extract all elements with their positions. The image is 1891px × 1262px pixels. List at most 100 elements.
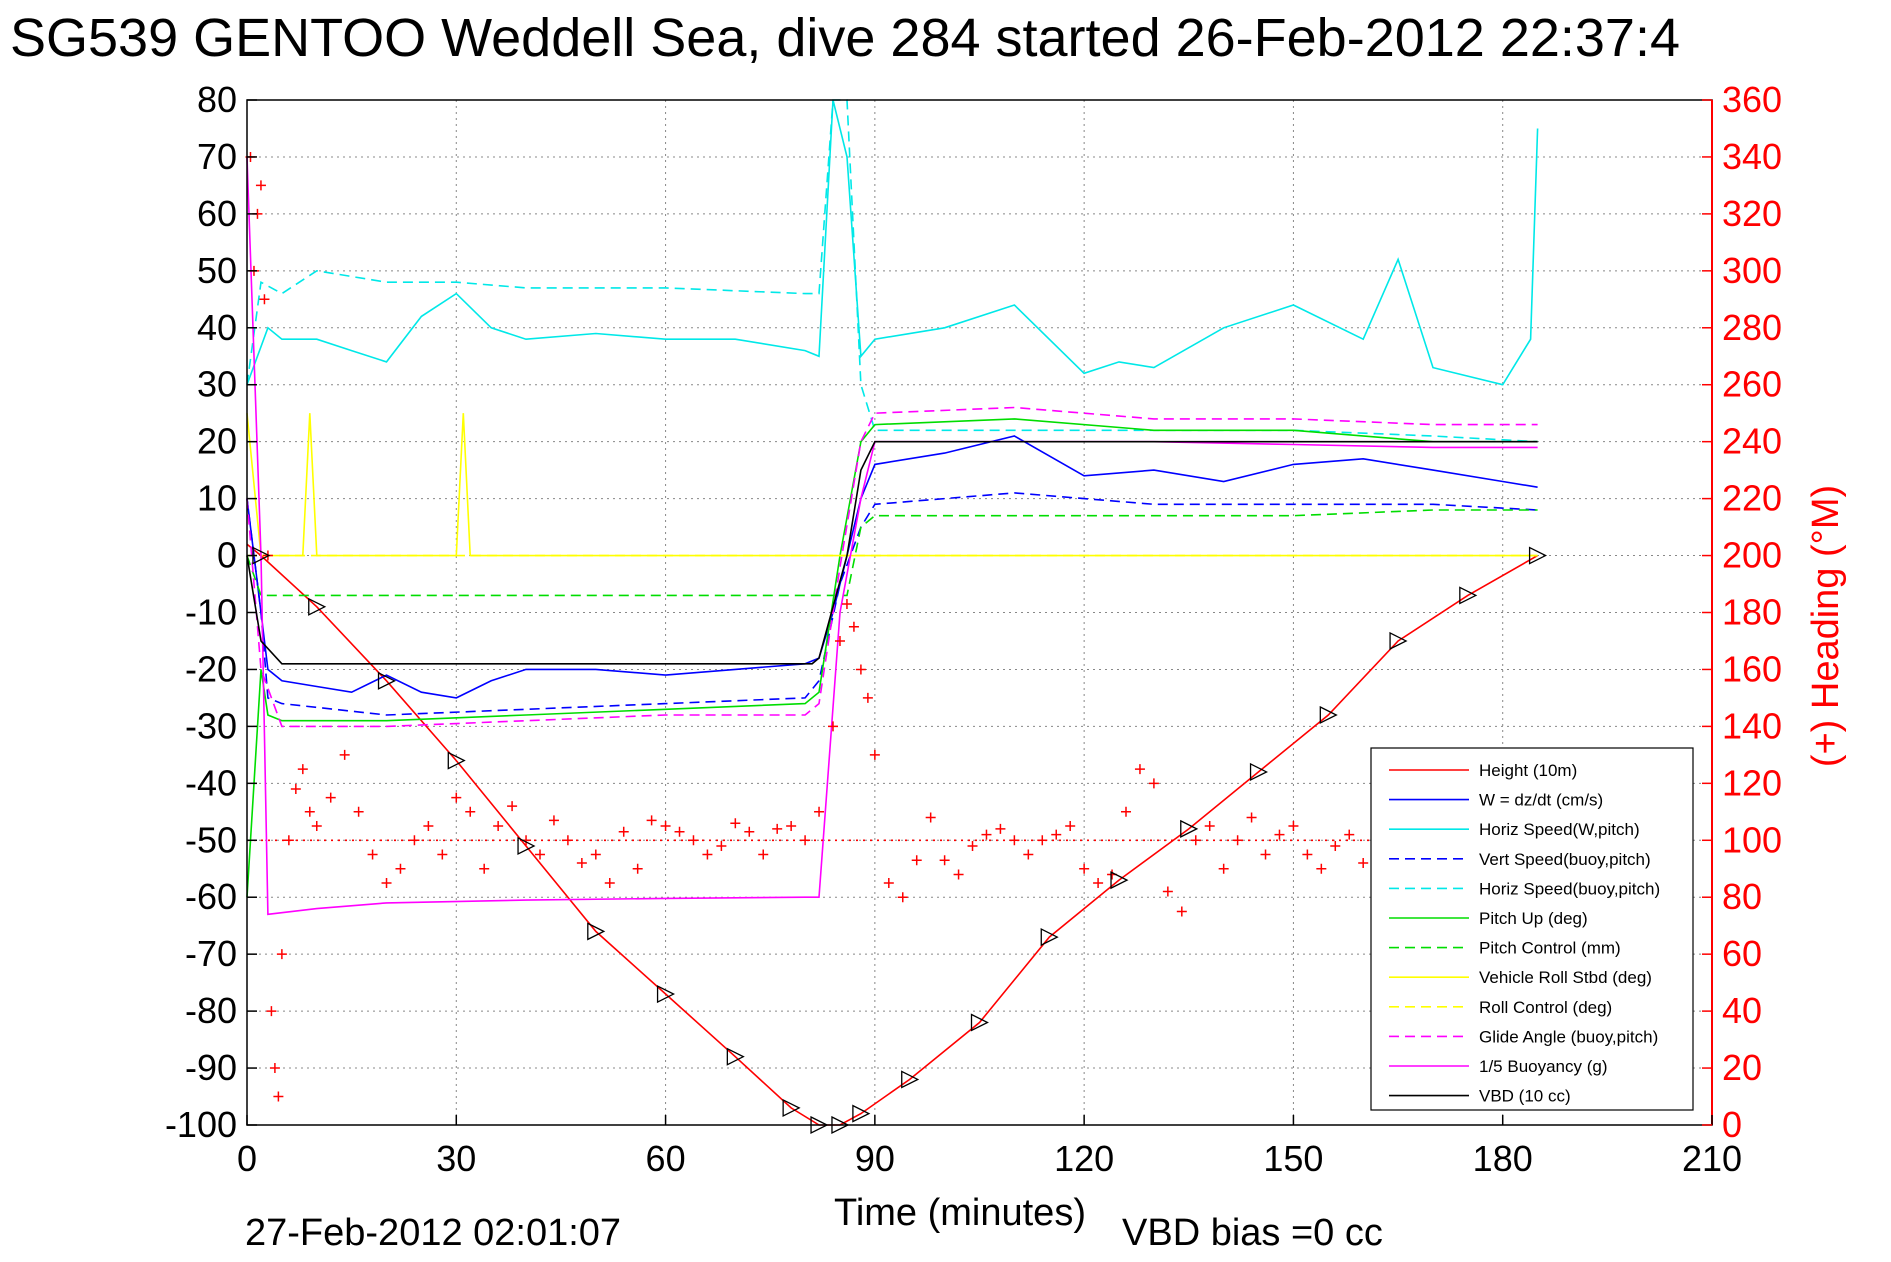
heading-marker — [1176, 906, 1187, 917]
y-left-tick-label: -100 — [165, 1104, 237, 1145]
y-right-tick-label: 220 — [1722, 478, 1782, 519]
heading-marker — [862, 692, 873, 703]
series-pitch-control-mm — [246, 509, 1538, 597]
series-line — [246, 440, 1538, 665]
series-line — [246, 406, 1538, 728]
series-glide-angle-buoy-pitch — [246, 406, 1538, 728]
y-left-tick-label: 60 — [197, 193, 237, 234]
heading-marker — [493, 821, 504, 832]
heading-marker — [716, 840, 727, 851]
y-right-tick-label: 280 — [1722, 307, 1782, 348]
heading-marker — [1204, 821, 1215, 832]
heading-marker — [409, 835, 420, 846]
y-right-tick-label: 140 — [1722, 705, 1782, 746]
legend-label: Horiz Speed(W,pitch) — [1479, 820, 1640, 839]
heading-marker — [814, 806, 825, 817]
heading-marker — [1079, 863, 1090, 874]
height-triangle-marker — [1389, 631, 1408, 651]
footer-vbd-bias: VBD bias =0 cc — [1122, 1212, 1383, 1254]
heading-marker — [1344, 829, 1355, 840]
heading-marker — [367, 849, 378, 860]
heading-marker — [1148, 778, 1159, 789]
heading-marker — [618, 826, 629, 837]
height-triangle-marker — [587, 922, 606, 941]
legend-label: Height (10m) — [1479, 761, 1577, 780]
y-left-tick-label: -30 — [185, 705, 237, 746]
heading-marker — [1162, 886, 1173, 897]
height-triangle-marker — [726, 1047, 745, 1066]
heading-marker — [1288, 821, 1299, 832]
series-vert-speed-buoy-pitch — [246, 492, 1538, 716]
x-tick-label: 30 — [436, 1138, 476, 1179]
y-right-tick-label: 180 — [1722, 592, 1782, 633]
heading-marker — [290, 784, 301, 795]
y-right-axis-label: (+) Heading (°M) — [1805, 485, 1847, 767]
y-right-tick-label: 100 — [1722, 819, 1782, 860]
height-triangle-marker — [1040, 928, 1059, 947]
heading-marker — [632, 863, 643, 874]
y-right-tick-label: 120 — [1722, 762, 1782, 803]
x-tick-label: 0 — [237, 1138, 257, 1179]
heading-marker — [304, 806, 315, 817]
y-right-tick-label: 300 — [1722, 250, 1782, 291]
heading-marker — [255, 180, 266, 191]
x-tick-label: 210 — [1682, 1138, 1742, 1179]
heading-marker — [660, 821, 671, 832]
heading-marker — [1093, 877, 1104, 888]
height-triangle-marker — [308, 597, 327, 616]
heading-marker — [353, 806, 364, 817]
legend: Height (10m) W = dz/dt (cm/s) Horiz Speed(… — [1370, 747, 1694, 1111]
heading-marker — [1358, 858, 1369, 869]
legend-label: Horiz Speed(buoy,pitch) — [1479, 879, 1660, 898]
heading-marker — [1065, 821, 1076, 832]
height-triangle-marker — [1180, 819, 1199, 838]
heading-marker — [744, 826, 755, 837]
heading-marker — [451, 792, 462, 803]
y-left-tick-label: -60 — [185, 876, 237, 917]
series-horiz-speed-w-pitch — [246, 99, 1539, 386]
heading-marker — [1330, 840, 1341, 851]
y-left-tick-label: -80 — [185, 990, 237, 1031]
y-left-tick-label: -20 — [185, 648, 237, 689]
y-left-tick-label: 20 — [197, 421, 237, 462]
heading-marker — [562, 835, 573, 846]
heading-marker — [772, 823, 783, 834]
heading-marker — [911, 855, 922, 866]
heading-marker — [535, 849, 545, 860]
y-right-tick-label: 40 — [1722, 990, 1762, 1031]
heading-marker — [590, 849, 601, 860]
legend-label: W = dz/dt (cm/s) — [1479, 791, 1603, 810]
y-right-tick-label: 360 — [1722, 79, 1782, 120]
chart-title: SG539 GENTOO Weddell Sea, dive 284 start… — [10, 8, 1680, 68]
height-triangle-marker — [901, 1070, 920, 1089]
x-tick-label: 120 — [1054, 1138, 1114, 1179]
heading-marker — [297, 764, 308, 775]
legend-label: Roll Control (deg) — [1479, 998, 1612, 1017]
heading-marker — [395, 863, 406, 874]
height-triangle-marker — [1528, 546, 1548, 565]
height-triangle-marker — [782, 1098, 801, 1117]
height-triangle-marker — [1319, 705, 1338, 725]
footer-date: 27-Feb-2012 02:01:07 — [245, 1212, 621, 1254]
heading-marker — [276, 949, 287, 960]
series-line — [246, 492, 1538, 716]
heading-marker — [953, 869, 964, 880]
heading-marker — [848, 621, 859, 632]
heading-marker — [995, 823, 1006, 834]
heading-marker — [758, 849, 769, 860]
series-vbd-10-cc — [246, 440, 1538, 665]
y-right-tick-label: 0 — [1722, 1104, 1742, 1145]
y-right-tick-label: 240 — [1722, 421, 1782, 462]
x-tick-label: 60 — [646, 1138, 686, 1179]
series-line — [246, 435, 1538, 699]
heading-marker — [730, 818, 741, 829]
y-left-tick-label: -40 — [185, 762, 237, 803]
series-layer — [245, 99, 1548, 1135]
series-line — [246, 418, 1538, 898]
heading-marker — [1260, 849, 1271, 860]
heading-marker — [834, 635, 845, 646]
x-tick-label: 180 — [1473, 1138, 1533, 1179]
y-right-tick-label: 320 — [1722, 193, 1782, 234]
series-pitch-up-deg — [246, 418, 1538, 898]
x-tick-label: 150 — [1263, 1138, 1323, 1179]
